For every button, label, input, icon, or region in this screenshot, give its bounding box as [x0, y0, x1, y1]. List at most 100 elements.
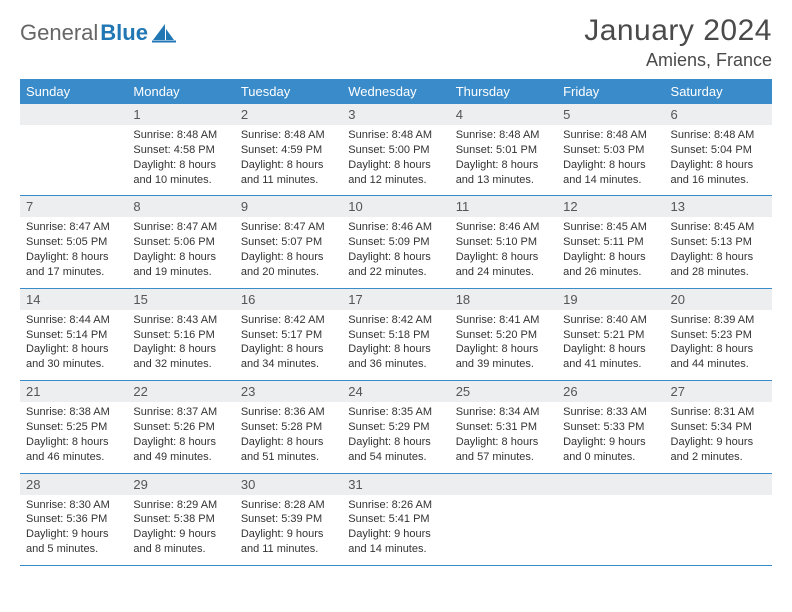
day-line: and 14 minutes.: [348, 542, 443, 557]
calendar-cell: 9Sunrise: 8:47 AMSunset: 5:07 PMDaylight…: [235, 196, 342, 288]
calendar-row: 14Sunrise: 8:44 AMSunset: 5:14 PMDayligh…: [20, 288, 772, 380]
calendar-cell: 27Sunrise: 8:31 AMSunset: 5:34 PMDayligh…: [665, 381, 772, 473]
day-line: Sunset: 5:36 PM: [26, 512, 121, 527]
day-line: and 54 minutes.: [348, 450, 443, 465]
day-line: Sunrise: 8:42 AM: [348, 313, 443, 328]
day-line: Sunrise: 8:28 AM: [241, 498, 336, 513]
day-line: and 44 minutes.: [671, 357, 766, 372]
calendar-cell: 1Sunrise: 8:48 AMSunset: 4:58 PMDaylight…: [127, 104, 234, 196]
day-number: 11: [450, 196, 557, 217]
day-line: and 14 minutes.: [563, 173, 658, 188]
day-line: Daylight: 8 hours: [348, 435, 443, 450]
calendar-cell: 19Sunrise: 8:40 AMSunset: 5:21 PMDayligh…: [557, 288, 664, 380]
day-line: and 39 minutes.: [456, 357, 551, 372]
day-number: 7: [20, 196, 127, 217]
day-line: Daylight: 8 hours: [241, 342, 336, 357]
day-line: and 13 minutes.: [456, 173, 551, 188]
day-detail: [450, 495, 557, 553]
day-line: Daylight: 9 hours: [563, 435, 658, 450]
calendar-cell: 2Sunrise: 8:48 AMSunset: 4:59 PMDaylight…: [235, 104, 342, 196]
day-detail: Sunrise: 8:45 AMSunset: 5:13 PMDaylight:…: [665, 217, 772, 287]
header: GeneralBlue January 2024 Amiens, France: [20, 14, 772, 71]
calendar-cell: 12Sunrise: 8:45 AMSunset: 5:11 PMDayligh…: [557, 196, 664, 288]
calendar-row: 1 Sunrise: 8:48 AM Sunset: 4:58 PM Daylight…: [20, 104, 772, 196]
day-line: Sunrise: 8:42 AM: [241, 313, 336, 328]
calendar-cell: [450, 473, 557, 565]
day-line: Sunset: 5:04 PM: [671, 143, 766, 158]
day-line: Sunrise: 8:47 AM: [241, 220, 336, 235]
calendar-cell: 26Sunrise: 8:33 AMSunset: 5:33 PMDayligh…: [557, 381, 664, 473]
day-number: 22: [127, 381, 234, 402]
day-line: and 24 minutes.: [456, 265, 551, 280]
calendar-cell: 30Sunrise: 8:28 AMSunset: 5:39 PMDayligh…: [235, 473, 342, 565]
day-line: Daylight: 8 hours: [133, 250, 228, 265]
day-number: 23: [235, 381, 342, 402]
title-block: January 2024 Amiens, France: [584, 14, 772, 71]
day-number: 29: [127, 474, 234, 495]
day-line: Daylight: 8 hours: [671, 250, 766, 265]
day-number: 17: [342, 289, 449, 310]
day-detail: Sunrise: 8:40 AMSunset: 5:21 PMDaylight:…: [557, 310, 664, 380]
day-line: Daylight: 8 hours: [563, 250, 658, 265]
day-line: Sunrise: 8:40 AM: [563, 313, 658, 328]
day-number: 15: [127, 289, 234, 310]
calendar-cell: 10Sunrise: 8:46 AMSunset: 5:09 PMDayligh…: [342, 196, 449, 288]
calendar-table: SundayMondayTuesdayWednesdayThursdayFrid…: [20, 79, 772, 566]
day-line: Daylight: 8 hours: [456, 250, 551, 265]
day-line: and 49 minutes.: [133, 450, 228, 465]
day-detail: Sunrise: 8:48 AMSunset: 5:01 PMDaylight:…: [450, 125, 557, 195]
day-line: Sunset: 5:18 PM: [348, 328, 443, 343]
day-line: and 11 minutes.: [241, 173, 336, 188]
day-line: Sunrise: 8:35 AM: [348, 405, 443, 420]
day-line: and 46 minutes.: [26, 450, 121, 465]
calendar-cell: 28Sunrise: 8:30 AMSunset: 5:36 PMDayligh…: [20, 473, 127, 565]
day-line: Sunrise: 8:48 AM: [456, 128, 551, 143]
day-line: and 12 minutes.: [348, 173, 443, 188]
day-line: Sunrise: 8:48 AM: [241, 128, 336, 143]
day-line: Sunrise: 8:48 AM: [563, 128, 658, 143]
calendar-cell: 11Sunrise: 8:46 AMSunset: 5:10 PMDayligh…: [450, 196, 557, 288]
day-detail: Sunrise: 8:30 AMSunset: 5:36 PMDaylight:…: [20, 495, 127, 565]
day-number: 30: [235, 474, 342, 495]
day-line: Sunrise: 8:36 AM: [241, 405, 336, 420]
calendar-cell: 7Sunrise: 8:47 AMSunset: 5:05 PMDaylight…: [20, 196, 127, 288]
day-line: Sunset: 5:23 PM: [671, 328, 766, 343]
day-line: Sunset: 5:10 PM: [456, 235, 551, 250]
day-line: Daylight: 8 hours: [563, 158, 658, 173]
calendar-row: 7Sunrise: 8:47 AMSunset: 5:05 PMDaylight…: [20, 196, 772, 288]
day-line: and 16 minutes.: [671, 173, 766, 188]
day-line: and 17 minutes.: [26, 265, 121, 280]
weekday-header: Sunday: [20, 79, 127, 104]
calendar-cell: 17Sunrise: 8:42 AMSunset: 5:18 PMDayligh…: [342, 288, 449, 380]
day-number: 1: [127, 104, 234, 125]
calendar-cell: 21Sunrise: 8:38 AMSunset: 5:25 PMDayligh…: [20, 381, 127, 473]
weekday-header: Wednesday: [342, 79, 449, 104]
day-detail: Sunrise: 8:39 AMSunset: 5:23 PMDaylight:…: [665, 310, 772, 380]
day-line: Sunrise: 8:31 AM: [671, 405, 766, 420]
day-line: and 41 minutes.: [563, 357, 658, 372]
day-line: Sunrise: 8:48 AM: [671, 128, 766, 143]
day-line: Sunset: 4:58 PM: [133, 143, 228, 158]
day-line: Daylight: 8 hours: [563, 342, 658, 357]
day-line: Sunset: 5:34 PM: [671, 420, 766, 435]
day-line: Daylight: 8 hours: [348, 250, 443, 265]
brand-part1: General: [20, 20, 98, 46]
day-number: 28: [20, 474, 127, 495]
day-detail: Sunrise: 8:41 AMSunset: 5:20 PMDaylight:…: [450, 310, 557, 380]
calendar-cell: 6Sunrise: 8:48 AMSunset: 5:04 PMDaylight…: [665, 104, 772, 196]
day-line: Daylight: 8 hours: [26, 342, 121, 357]
calendar-cell: [20, 104, 127, 196]
day-detail: Sunrise: 8:46 AMSunset: 5:10 PMDaylight:…: [450, 217, 557, 287]
day-line: Sunset: 5:13 PM: [671, 235, 766, 250]
day-detail: Sunrise: 8:47 AMSunset: 5:05 PMDaylight:…: [20, 217, 127, 287]
day-line: Sunrise: 8:47 AM: [26, 220, 121, 235]
day-line: Sunset: 5:11 PM: [563, 235, 658, 250]
calendar-cell: 16Sunrise: 8:42 AMSunset: 5:17 PMDayligh…: [235, 288, 342, 380]
day-line: and 57 minutes.: [456, 450, 551, 465]
day-number: 8: [127, 196, 234, 217]
day-line: Sunrise: 8:43 AM: [133, 313, 228, 328]
day-detail: Sunrise: 8:38 AMSunset: 5:25 PMDaylight:…: [20, 402, 127, 472]
day-number: 26: [557, 381, 664, 402]
day-detail: Sunrise: 8:26 AMSunset: 5:41 PMDaylight:…: [342, 495, 449, 565]
day-number: [450, 474, 557, 495]
